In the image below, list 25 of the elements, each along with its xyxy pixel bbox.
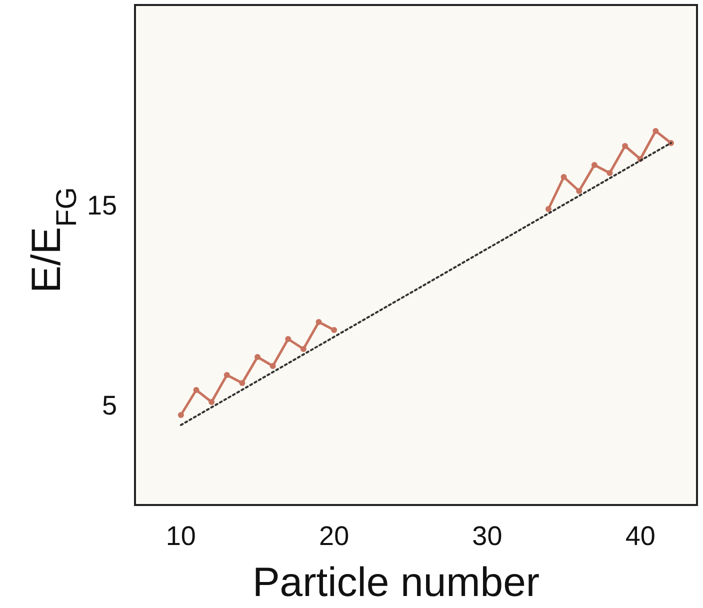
x-tick-label: 30 xyxy=(472,521,502,551)
point xyxy=(545,206,552,212)
point xyxy=(316,319,322,325)
point xyxy=(239,380,246,386)
point xyxy=(606,170,613,176)
x-tick-label: 20 xyxy=(319,521,350,551)
point xyxy=(254,354,261,360)
point xyxy=(224,372,230,378)
point xyxy=(300,346,306,352)
point xyxy=(178,412,184,418)
y-tick-label: 5 xyxy=(102,390,117,420)
point xyxy=(560,174,567,180)
point xyxy=(652,128,659,134)
point xyxy=(285,336,292,342)
point xyxy=(270,363,276,369)
point xyxy=(193,387,200,393)
point xyxy=(576,188,582,194)
x-tick-label: 40 xyxy=(625,521,656,551)
point xyxy=(208,399,215,405)
point xyxy=(622,143,628,149)
x-tick-label: 10 xyxy=(166,521,196,551)
x-axis-title: Particle number xyxy=(252,559,540,605)
point xyxy=(331,327,338,333)
y-tick-label: 15 xyxy=(86,190,117,220)
point xyxy=(591,162,598,168)
